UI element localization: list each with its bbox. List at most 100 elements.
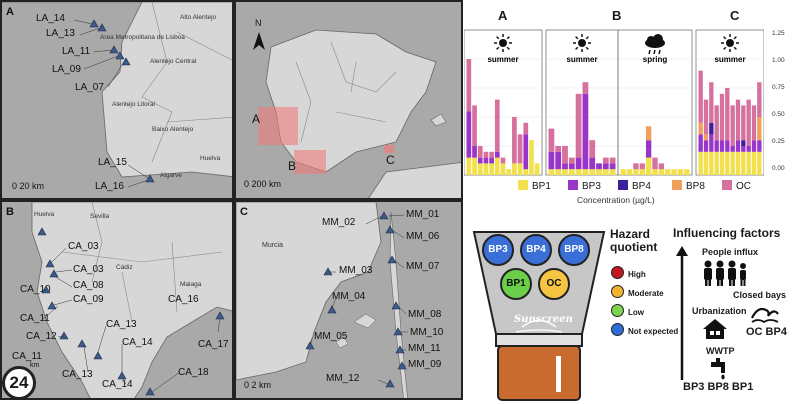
bar-segment-oc xyxy=(633,163,639,170)
chart-panel-label-c: C xyxy=(730,8,740,23)
bar-segment-bp3 xyxy=(698,134,703,152)
wave-icon xyxy=(751,307,779,324)
site-label: CA_12 xyxy=(26,331,57,342)
bar-segment-bp1 xyxy=(477,163,483,175)
site-label: CA_03 xyxy=(68,241,99,252)
bar-segment-bp8 xyxy=(703,134,709,141)
bar-segment-bp3 xyxy=(596,163,602,170)
hazard-dot-icon xyxy=(611,266,624,279)
bar-segment-bp1 xyxy=(730,151,735,175)
hazard-dot-icon xyxy=(611,304,624,317)
site-label: CA_13 xyxy=(106,319,137,330)
bar-segment-bp1 xyxy=(582,169,589,175)
bar-segment-bp4 xyxy=(709,122,714,135)
legend-label: BP8 xyxy=(686,181,705,192)
bar-segment-bp3 xyxy=(725,140,730,152)
brand-logo: 24 xyxy=(2,366,36,400)
bar-segment-bp3 xyxy=(602,163,609,170)
y-tick-label: 0.50 xyxy=(772,111,785,118)
sun-icon xyxy=(573,34,591,52)
site-label: MM_06 xyxy=(406,231,440,242)
region-label: Sevilla xyxy=(90,213,110,220)
hazard-item-low: Low xyxy=(611,304,644,317)
legend-label: BP1 xyxy=(532,181,551,192)
legend-swatch xyxy=(722,180,732,190)
bar-segment-bp1 xyxy=(757,151,762,175)
bar-segment-bp3 xyxy=(483,157,489,164)
bar-segment-bp1 xyxy=(620,169,626,175)
bar-segment-oc xyxy=(730,105,735,146)
hazard-item-not-expected: Not expected xyxy=(611,323,678,336)
bar-segment-bp3 xyxy=(730,146,735,152)
bar-segment-oc xyxy=(741,105,746,141)
legend-label: BP4 xyxy=(632,181,651,192)
legend-label: BP3 xyxy=(582,181,601,192)
bar-segment-bp3 xyxy=(477,157,483,164)
bar-segment-bp1 xyxy=(575,169,582,175)
bar-segment-bp3 xyxy=(751,140,757,152)
bar-segment-bp1 xyxy=(633,169,639,175)
bar-segment-oc xyxy=(757,82,762,117)
site-label: CA_09 xyxy=(73,294,104,305)
sun-icon xyxy=(494,34,512,52)
people-icon xyxy=(704,260,746,286)
region-label: Alto Alentejo xyxy=(180,14,217,21)
bar-segment-bp3 xyxy=(746,146,751,152)
bar-segment-bp3 xyxy=(562,163,568,170)
chart-panel-label-b: B xyxy=(612,8,622,23)
bar-segment-oc xyxy=(719,93,725,141)
overview-label-b: B xyxy=(288,159,297,173)
panel-label-c: C xyxy=(240,206,248,218)
bar-segment-bp1 xyxy=(658,169,665,175)
bar-segment-bp1 xyxy=(639,169,645,175)
legend-item-oc: OC xyxy=(722,180,751,192)
bar-segment-oc xyxy=(609,157,616,164)
closed-bays-label: Closed bays xyxy=(733,290,787,300)
site-label: MM_07 xyxy=(406,261,440,272)
map-panel-c: C Murcia MM_02 MM_01 MM_06 MM_03 MM_07 M… xyxy=(234,200,463,400)
bottle-circle-bp4: BP4 xyxy=(520,234,552,266)
bottle-circle-bp8: BP8 xyxy=(558,234,590,266)
bar-segment-bp3 xyxy=(494,151,500,158)
season-label: summer xyxy=(566,55,597,64)
map-b-markers xyxy=(37,227,225,396)
site-label: CA_14 xyxy=(122,337,153,348)
bar-segment-bp1 xyxy=(714,151,719,175)
site-label: LA_14 xyxy=(36,13,65,24)
map-c-land xyxy=(236,202,408,398)
bar-segment-bp3 xyxy=(589,157,596,170)
site-label: CA_16 xyxy=(168,294,199,305)
legend-swatch xyxy=(672,180,682,190)
bar-segment-bp1 xyxy=(466,157,472,175)
rain-cloud-icon xyxy=(645,34,665,55)
site-label: CA_14 xyxy=(102,379,133,390)
bar-segment-oc xyxy=(512,117,517,164)
bar-segment-bp1 xyxy=(671,169,677,175)
bar-segment-bp3 xyxy=(609,163,616,170)
region-label: Area Metropolitana de Lisboa xyxy=(100,34,185,41)
site-label: MM_01 xyxy=(406,209,440,220)
chart-panel-label-a: A xyxy=(498,8,508,23)
region-label: Huelva xyxy=(200,155,221,162)
region-label: Baixo Alentejo xyxy=(152,126,194,133)
legend-item-bp3: BP3 xyxy=(568,180,601,192)
site-label: CA_03 xyxy=(73,264,104,275)
bar-segment-oc xyxy=(589,140,596,158)
bar-segment-bp1 xyxy=(489,163,494,175)
bar-segment-bp1 xyxy=(517,163,523,175)
bar-segment-bp3 xyxy=(548,151,555,170)
region-label: Algarve xyxy=(160,172,183,179)
region-label: Huelva xyxy=(34,211,55,218)
site-label: MM_04 xyxy=(332,291,366,302)
bar-segment-oc xyxy=(751,105,757,141)
bar-segment-bp1 xyxy=(751,151,757,175)
bar-segment-bp1 xyxy=(741,151,746,175)
bottom-compounds-label: BP3 BP8 BP1 xyxy=(683,381,754,393)
bar-segment-bp1 xyxy=(735,151,741,175)
site-label: CA_13 xyxy=(62,369,93,380)
map-panel-a: A Alto Alentejo Area Metropolitana de Li… xyxy=(0,0,234,200)
y-tick-label: 1.25 xyxy=(772,30,785,37)
bar-segment-bp3 xyxy=(523,134,529,170)
legend-swatch xyxy=(568,180,578,190)
bar-segment-oc xyxy=(582,82,589,94)
